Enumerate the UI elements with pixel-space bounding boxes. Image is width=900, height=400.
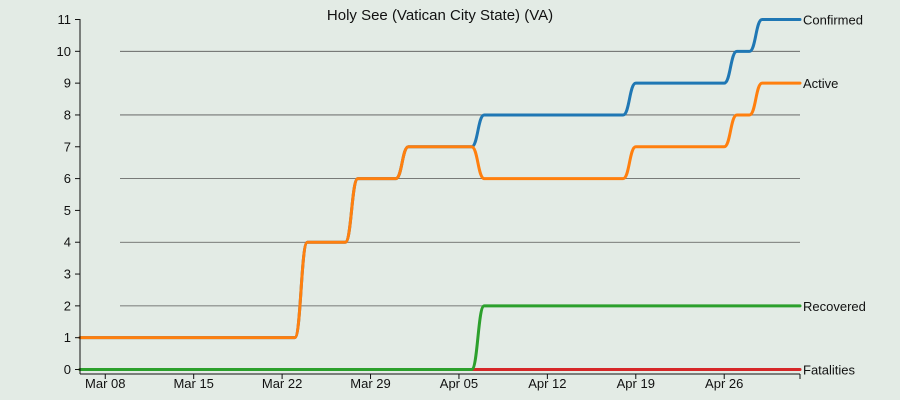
x-tick-label: Mar 15	[173, 376, 213, 391]
y-tick-label: 1	[64, 330, 71, 345]
x-ticks: Mar 08 Mar 15 Mar 22 Mar 29 Apr 05 Apr 12 Apr …	[85, 374, 801, 391]
y-tick-label: 6	[64, 171, 71, 186]
y-tick-label: 0	[64, 362, 71, 377]
series-line-recovered	[78, 304, 802, 371]
series-label-fatalities: Fatalities	[803, 363, 856, 378]
axes	[79, 19, 800, 375]
x-tick-label: Mar 08	[85, 376, 125, 391]
y-tick-label: 9	[64, 76, 71, 91]
series-label-confirmed: Confirmed	[803, 13, 863, 28]
x-tick-label: Apr 26	[705, 376, 743, 391]
y-tick-label: 7	[64, 139, 71, 154]
x-tick-label: Apr 19	[617, 376, 655, 391]
series-label-active: Active	[803, 76, 838, 91]
y-tick-label: 4	[64, 235, 71, 250]
x-tick-label: Apr 12	[528, 376, 566, 391]
grid-lines	[120, 50, 800, 307]
series-label-recovered: Recovered	[803, 299, 866, 314]
y-tick-label: 2	[64, 298, 71, 313]
y-tick-label: 10	[57, 44, 71, 59]
chart-title: Holy See (Vatican City State) (VA)	[327, 7, 553, 24]
y-tick-label: 8	[64, 107, 71, 122]
y-tick-label: 11	[58, 12, 72, 27]
x-tick-label: Mar 22	[262, 376, 302, 391]
y-tick-label: 5	[64, 203, 71, 218]
x-tick-label: Mar 29	[350, 376, 390, 391]
series-line-active	[78, 81, 802, 340]
series-labels: Confirmed Active Recovered Fatalities	[803, 13, 866, 378]
x-tick-label: Apr 05	[440, 376, 478, 391]
y-ticks: 0 1 2 3 4 5 6 7 8 9 10 11	[57, 12, 80, 377]
y-tick-label: 3	[64, 267, 71, 282]
series-lines	[78, 18, 802, 371]
